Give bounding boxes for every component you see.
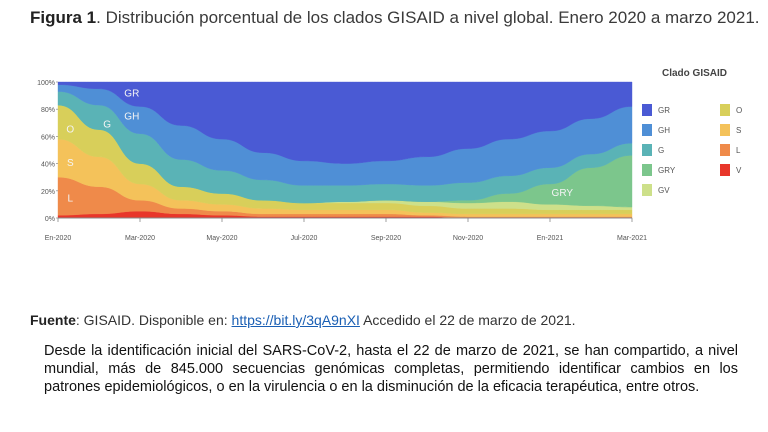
stacked-area-chart: 0% 20% 40% 60% 80% 100% En-2020 Mar-2020 May-202… [37, 68, 742, 242]
y-tick-label: 40% [41, 162, 55, 169]
legend-label: S [736, 126, 741, 135]
x-tick-label: Nov-2020 [453, 235, 483, 242]
x-tick-label: Jul-2020 [291, 235, 318, 242]
legend-title: Clado GISAID [662, 68, 727, 79]
source-colon: : [75, 312, 84, 328]
legend-item-gh: GH [642, 124, 670, 136]
figure-label: Figura 1 [30, 8, 97, 27]
x-tick-label: En-2020 [45, 235, 72, 242]
legend-swatch [642, 164, 652, 176]
legend-swatch [642, 144, 652, 156]
legend-swatch [642, 104, 652, 116]
legend: Clado GISAID GR GH G GRY GV O S L V [642, 68, 742, 196]
legend-swatch [720, 104, 730, 116]
x-tick-label: Mar-2021 [617, 235, 647, 242]
y-tick-label: 100% [37, 80, 55, 87]
legend-item-l: L [720, 144, 741, 156]
annotation-l: L [68, 193, 74, 204]
y-tick-label: 60% [41, 134, 55, 141]
legend-label: G [658, 146, 664, 155]
source-text: GISAID. Disponible en: [83, 312, 228, 328]
figure-title-text: Distribución porcentual de los clados GI… [105, 8, 760, 27]
area-gr [57, 81, 633, 164]
source-link[interactable]: https://bit.ly/3qA9nXI [231, 312, 360, 328]
legend-item-v: V [720, 164, 742, 176]
area-layers [57, 81, 633, 219]
annotation-g: G [103, 120, 111, 131]
legend-swatch [720, 144, 730, 156]
axes: 0% 20% 40% 60% 80% 100% En-2020 Mar-2020 May-202… [37, 80, 647, 242]
annotation-gry: GRY [552, 188, 574, 199]
area-annotations: GR GH G O S L GRY [66, 88, 573, 204]
legend-label: GRY [658, 166, 676, 175]
figure-title: Figura 1. Distribución porcentual de los… [30, 8, 760, 28]
chart-panel: 0% 20% 40% 60% 80% 100% En-2020 Mar-2020 May-202… [30, 62, 768, 262]
legend-label: GH [658, 126, 670, 135]
legend-swatch [642, 124, 652, 136]
y-tick-label: 20% [41, 189, 55, 196]
legend-item-o: O [720, 104, 742, 116]
body-paragraph: Desde la identificación inicial del SARS… [44, 343, 738, 395]
annotation-gh: GH [124, 111, 139, 122]
y-tick-label: 80% [41, 107, 55, 114]
x-tick-label: En-2021 [537, 235, 564, 242]
legend-swatch [720, 164, 730, 176]
legend-item-gv: GV [642, 184, 670, 196]
legend-item-s: S [720, 124, 741, 136]
legend-item-gr: GR [642, 104, 670, 116]
legend-swatch [642, 184, 652, 196]
legend-label: GV [658, 186, 670, 195]
x-tick-label: Sep-2020 [371, 235, 401, 242]
annotation-s: S [67, 158, 74, 169]
legend-label: L [736, 146, 741, 155]
source-accessed: Accedido el 22 de marzo de 2021. [363, 312, 576, 328]
legend-label: V [736, 166, 742, 175]
legend-item-g: G [642, 144, 664, 156]
x-tick-label: Mar-2020 [125, 235, 155, 242]
legend-label: GR [658, 106, 670, 115]
legend-label: O [736, 106, 742, 115]
annotation-o: O [66, 124, 74, 135]
x-tick-label: May-2020 [206, 235, 237, 242]
y-tick-label: 0% [45, 216, 55, 223]
figure-title-sep: . [96, 8, 106, 27]
legend-item-gry: GRY [642, 164, 676, 176]
legend-swatch [720, 124, 730, 136]
source-label: Fuente [30, 312, 76, 328]
source-line: Fuente: GISAID. Disponible en: https://b… [30, 312, 576, 328]
annotation-gr: GR [124, 88, 139, 99]
